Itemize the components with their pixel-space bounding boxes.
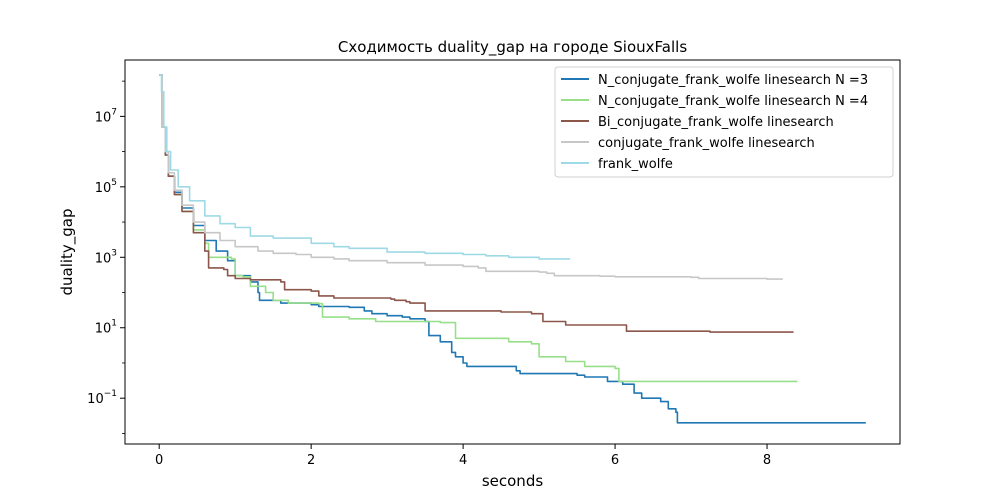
series-line-4 [159, 74, 571, 260]
y-axis: 10−1 101 103 105 107 [87, 80, 125, 434]
y-tick-label: 101 [95, 319, 117, 337]
legend-entry: Bi_conjugate_frank_wolfe linesearch [598, 115, 834, 130]
y-tick-label: 10−1 [87, 389, 117, 407]
x-tick-label: 0 [155, 453, 163, 468]
series-lines [159, 74, 866, 424]
x-tick-label: 4 [459, 453, 467, 468]
legend-entry: N_conjugate_frank_wolfe linesearch N =4 [598, 94, 868, 109]
x-axis: 0 2 4 6 8 [155, 444, 771, 468]
legend-box [554, 66, 894, 178]
chart-title: Сходимость duality_gap на городе SiouxFa… [338, 38, 687, 57]
series-line-2 [159, 74, 794, 333]
x-tick-label: 2 [307, 453, 315, 468]
legend: N_conjugate_frank_wolfe linesearch N =3 N… [554, 66, 894, 178]
y-axis-label: duality_gap [58, 208, 77, 295]
y-tick-label: 107 [95, 107, 117, 125]
x-tick-label: 8 [763, 453, 771, 468]
legend-entry: conjugate_frank_wolfe linesearch [598, 136, 815, 151]
legend-entry: frank_wolfe [598, 157, 673, 172]
plot-frame [124, 59, 901, 445]
y-tick-label: 105 [95, 178, 117, 196]
y-tick-label: 103 [95, 248, 117, 266]
x-axis-label: seconds [482, 472, 543, 490]
legend-entry: N_conjugate_frank_wolfe linesearch N =3 [598, 73, 868, 88]
x-tick-label: 6 [611, 453, 619, 468]
series-line-3 [159, 74, 783, 280]
